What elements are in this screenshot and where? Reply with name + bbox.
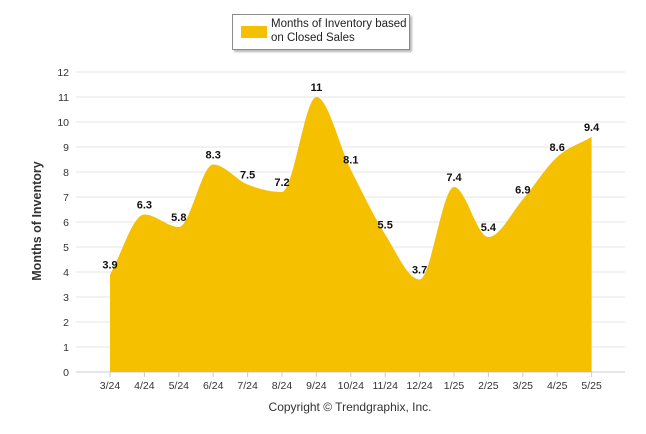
data-label: 3.7 <box>412 265 427 277</box>
data-label: 5.5 <box>378 220 393 232</box>
copyright-credit: Copyright © Trendgraphix, Inc. <box>268 400 432 414</box>
x-tick-label: 3/24 <box>100 380 121 392</box>
x-tick-label: 9/24 <box>306 380 327 392</box>
y-tick-label: 12 <box>57 67 69 79</box>
data-point <box>521 198 524 201</box>
data-label: 7.5 <box>240 170 255 182</box>
legend-swatch <box>241 26 267 38</box>
data-point <box>109 273 112 276</box>
x-tick-label: 7/24 <box>237 380 258 392</box>
x-tick-label: 5/25 <box>581 380 602 392</box>
y-tick-label: 9 <box>63 142 69 154</box>
y-tick-label: 1 <box>63 342 69 354</box>
data-point <box>590 136 593 139</box>
y-tick-label: 3 <box>63 292 69 304</box>
area-series <box>110 97 592 372</box>
x-tick-label: 5/24 <box>169 380 190 392</box>
y-tick-label: 0 <box>63 367 69 379</box>
data-point <box>349 168 352 171</box>
x-tick-label: 3/25 <box>513 380 534 392</box>
data-point <box>384 233 387 236</box>
data-label: 7.2 <box>274 177 289 189</box>
x-tick-label: 4/24 <box>134 380 155 392</box>
y-tick-label: 10 <box>57 117 69 129</box>
x-tick-label: 6/24 <box>203 380 224 392</box>
y-tick-label: 4 <box>63 267 69 279</box>
y-tick-label: 7 <box>63 192 69 204</box>
x-tick-label: 10/24 <box>338 380 364 392</box>
y-tick-label: 2 <box>63 317 69 329</box>
data-point <box>246 183 249 186</box>
data-label: 8.3 <box>206 150 221 162</box>
data-point <box>453 186 456 189</box>
y-tick-label: 11 <box>58 92 69 104</box>
y-tick-label: 6 <box>63 217 69 229</box>
legend: Months of Inventory based on Closed Sale… <box>232 14 410 50</box>
data-label: 9.4 <box>584 122 600 134</box>
data-label: 6.3 <box>137 200 152 212</box>
x-tick-label: 1/25 <box>444 380 465 392</box>
data-label: 8.6 <box>550 142 565 154</box>
data-label: 5.4 <box>481 222 497 234</box>
data-label: 7.4 <box>446 172 462 184</box>
x-tick-label: 4/25 <box>547 380 568 392</box>
x-tick-label: 8/24 <box>272 380 293 392</box>
data-point <box>315 96 318 99</box>
data-label: 11 <box>311 82 323 94</box>
data-point <box>281 191 284 194</box>
data-label: 5.8 <box>171 212 186 224</box>
x-tick-label: 11/24 <box>372 380 398 392</box>
data-point <box>418 278 421 281</box>
data-label: 6.9 <box>515 185 530 197</box>
x-tick-label: 12/24 <box>406 380 432 392</box>
data-label: 8.1 <box>343 155 358 167</box>
legend-label: Months of Inventory based on Closed Sale… <box>271 18 407 44</box>
data-label: 3.9 <box>102 260 117 272</box>
data-point <box>212 163 215 166</box>
data-point <box>487 236 490 239</box>
data-point <box>556 156 559 159</box>
data-point <box>177 226 180 229</box>
y-axis-title: Months of Inventory <box>30 161 44 281</box>
y-tick-label: 5 <box>63 242 69 254</box>
data-point <box>143 213 146 216</box>
x-tick-label: 2/25 <box>478 380 499 392</box>
y-tick-label: 8 <box>63 167 69 179</box>
